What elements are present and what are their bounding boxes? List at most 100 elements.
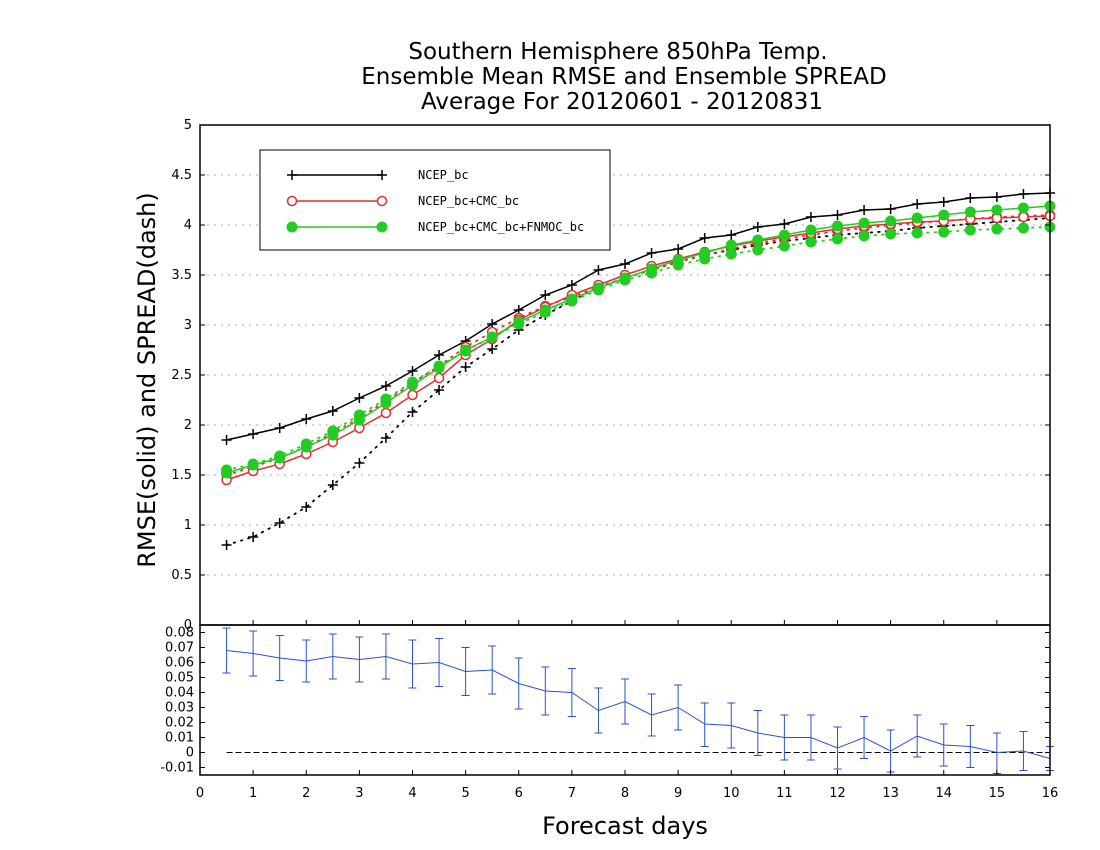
- rmse-point: [964, 206, 976, 218]
- rmse-point: [460, 344, 472, 356]
- main-plot-series: [221, 188, 1056, 550]
- y-tick-label: 4.5: [171, 168, 192, 183]
- spread-point: [938, 226, 950, 238]
- spread-point: [248, 532, 259, 542]
- rmse-point: [566, 293, 578, 305]
- chart-title: Southern Hemisphere 850hPa Temp. Ensembl…: [361, 39, 886, 115]
- x-tick-label: 3: [355, 786, 363, 801]
- x-tick-label: 4: [408, 786, 416, 801]
- spread-point: [964, 224, 976, 236]
- rmse-point: [274, 452, 286, 464]
- y-tick-label: 0.01: [165, 731, 194, 746]
- rmse-point: [726, 230, 737, 240]
- rmse-point: [327, 406, 338, 416]
- error-bar: [753, 710, 762, 756]
- spread-point: [460, 362, 471, 372]
- spread-point: [1017, 222, 1029, 234]
- x-tick-label: 2: [302, 786, 310, 801]
- rmse-point: [593, 265, 604, 275]
- y-axis-label: RMSE(solid) and SPREAD(dash): [133, 192, 161, 568]
- rmse-point: [911, 212, 923, 224]
- rmse-point: [991, 204, 1003, 216]
- rmse-point: [300, 441, 312, 453]
- legend-entry: NCEP_bc: [287, 168, 469, 182]
- spread-point: [832, 233, 843, 245]
- rmse-point: [938, 209, 950, 221]
- rmse-point: [434, 350, 445, 360]
- error-bar: [355, 636, 364, 683]
- error-bar: [488, 645, 497, 695]
- diff-line: [226, 650, 1051, 759]
- rmse-point: [832, 210, 843, 220]
- rmse-point: [248, 429, 259, 439]
- rmse-point: [539, 304, 551, 316]
- rmse-point: [965, 193, 976, 203]
- rmse-point: [433, 362, 445, 374]
- legend-entry: NCEP_bc+CMC_bc+FNMOC_bc: [286, 220, 584, 234]
- rmse-point: [433, 372, 445, 384]
- diff-plot-series: [222, 627, 1054, 774]
- x-tick-label: 0: [196, 786, 204, 801]
- rmse-point: [805, 212, 816, 222]
- rmse-point: [699, 233, 710, 243]
- x-tick-label: 16: [1042, 786, 1059, 801]
- spread-point: [487, 344, 498, 354]
- rmse-point: [407, 366, 418, 376]
- spread-line: [225, 217, 1051, 546]
- rmse-point: [354, 393, 365, 403]
- series-NCEP_bc+CMC_bc: [221, 209, 1056, 486]
- y-tick-label: 0.5: [171, 568, 192, 583]
- rmse-point: [619, 272, 631, 284]
- x-tick-label: 14: [935, 786, 952, 801]
- x-tick-label: 13: [882, 786, 899, 801]
- y-tick-label: 0.02: [165, 716, 194, 731]
- error-bar: [860, 716, 869, 759]
- rmse-line: [226, 215, 1051, 481]
- legend-marker: [286, 195, 298, 207]
- error-bar: [381, 633, 390, 680]
- y-tick-label: 3: [184, 318, 192, 333]
- rmse-point: [592, 282, 604, 294]
- legend-entry: NCEP_bc+CMC_bc: [286, 194, 519, 208]
- y-tick-label: 0: [184, 618, 192, 633]
- error-bar: [674, 684, 683, 731]
- legend-marker: [377, 170, 387, 180]
- spread-point: [911, 227, 923, 239]
- error-bar: [461, 647, 470, 696]
- y-tick-label: 5: [184, 118, 192, 133]
- spread-point: [858, 230, 870, 242]
- y-tick-label: 2.5: [171, 368, 192, 383]
- rmse-point: [221, 467, 233, 479]
- rmse-point: [805, 224, 817, 236]
- spread-point: [380, 433, 391, 443]
- x-tick-label: 11: [776, 786, 793, 801]
- rmse-point: [327, 429, 339, 441]
- x-tick-label: 12: [829, 786, 846, 801]
- series-NCEP_bc+CMC_bc+FNMOC_bc: [221, 200, 1056, 479]
- spread-point: [301, 502, 312, 512]
- x-axis: 0 1 2 3 4 5 6 7 8 9 10 11 12 13 14 15 16: [196, 620, 1058, 801]
- spread-point: [274, 518, 285, 528]
- rmse-point: [832, 220, 843, 232]
- spread-point: [991, 223, 1003, 235]
- error-bar: [249, 630, 258, 677]
- x-tick-label: 6: [515, 786, 523, 801]
- rmse-point: [991, 192, 1002, 202]
- rmse-point: [247, 459, 259, 471]
- spread-point: [885, 228, 897, 240]
- legend-box: [259, 149, 611, 251]
- rmse-point: [540, 290, 551, 300]
- y-tick-label: 1: [184, 518, 192, 533]
- y-tick-label: 0.03: [165, 701, 194, 716]
- spread-point: [752, 244, 764, 256]
- y-tick-label: 4: [184, 218, 192, 233]
- error-bar: [992, 732, 1001, 774]
- rmse-point: [938, 197, 949, 207]
- y-tick-label: 0.08: [165, 626, 194, 641]
- error-bar: [594, 687, 603, 734]
- rmse-point: [725, 239, 737, 251]
- rmse-point: [859, 205, 870, 215]
- error-bar: [700, 702, 709, 747]
- y-tick-label: 2: [184, 418, 192, 433]
- x-tick-label: 9: [674, 786, 682, 801]
